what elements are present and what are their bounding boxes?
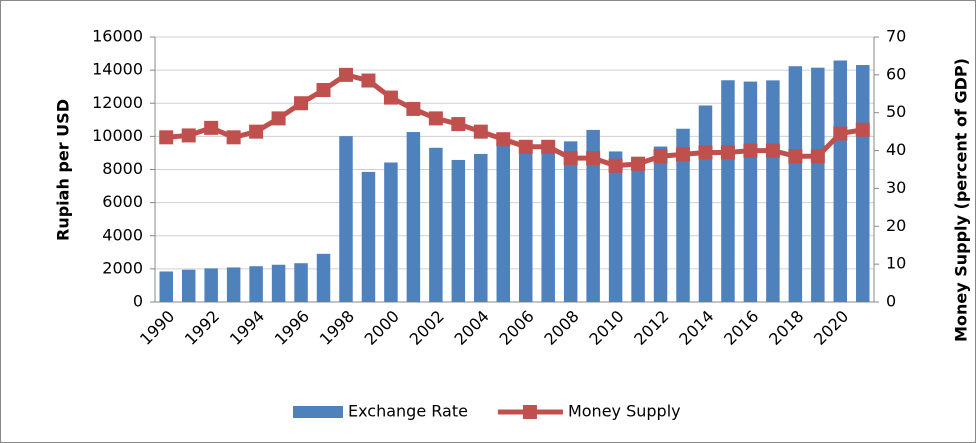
bar bbox=[316, 253, 331, 302]
legend-label: Exchange Rate bbox=[348, 402, 468, 421]
y2-tick-label: 70 bbox=[886, 27, 906, 46]
y2-tick-label: 40 bbox=[886, 140, 906, 159]
bar bbox=[766, 80, 780, 302]
y-tick-label: 14000 bbox=[92, 60, 143, 79]
line-marker bbox=[586, 151, 601, 166]
line-marker bbox=[428, 111, 443, 126]
line-marker bbox=[608, 158, 623, 173]
bar bbox=[721, 80, 735, 302]
legend-label: Money Supply bbox=[568, 402, 681, 421]
line-marker bbox=[631, 156, 646, 171]
line-marker bbox=[743, 143, 758, 158]
bar bbox=[631, 156, 645, 302]
bar bbox=[384, 162, 398, 302]
y-tick-label: 10000 bbox=[92, 126, 143, 145]
line-marker bbox=[518, 139, 533, 154]
line-marker bbox=[383, 90, 398, 105]
bar bbox=[339, 136, 353, 302]
y2-axis-title: Money Supply (percent of GDP) bbox=[952, 58, 971, 342]
y-tick-label: 12000 bbox=[92, 93, 143, 112]
line-marker bbox=[204, 120, 219, 135]
line-marker bbox=[653, 149, 668, 164]
legend-swatch bbox=[522, 405, 537, 419]
bar bbox=[541, 150, 555, 302]
bar bbox=[811, 67, 825, 302]
y2-tick-label: 0 bbox=[886, 292, 896, 311]
line-marker bbox=[338, 67, 353, 82]
y2-tick-label: 60 bbox=[886, 64, 906, 83]
y-axis-title: Rupiah per USD bbox=[54, 99, 73, 241]
bar bbox=[608, 151, 623, 302]
bar bbox=[586, 129, 600, 302]
bar bbox=[406, 132, 421, 302]
y2-tick-label: 50 bbox=[886, 102, 906, 121]
bar bbox=[653, 146, 668, 302]
bar bbox=[249, 266, 263, 302]
line-marker bbox=[473, 124, 488, 139]
line-marker bbox=[181, 128, 196, 143]
bar bbox=[563, 141, 578, 302]
line-marker bbox=[451, 117, 466, 132]
line-marker bbox=[271, 111, 286, 126]
bar bbox=[429, 147, 443, 302]
bar bbox=[856, 65, 870, 303]
bar bbox=[159, 271, 173, 302]
bar bbox=[518, 150, 533, 302]
y-tick-label: 0 bbox=[133, 292, 143, 311]
y2-tick-label: 30 bbox=[886, 178, 906, 197]
y-tick-label: 4000 bbox=[102, 225, 143, 244]
line-marker bbox=[833, 126, 848, 141]
bar bbox=[833, 60, 848, 302]
bar bbox=[271, 264, 286, 302]
line-marker bbox=[676, 147, 691, 162]
bar bbox=[743, 81, 758, 303]
bar bbox=[294, 263, 308, 302]
line-marker bbox=[159, 130, 174, 145]
bar bbox=[181, 269, 196, 302]
bar bbox=[361, 171, 376, 302]
line-marker bbox=[765, 143, 780, 158]
line-marker bbox=[316, 83, 331, 97]
y-tick-label: 2000 bbox=[102, 258, 143, 277]
line-marker bbox=[226, 130, 241, 145]
line-marker bbox=[406, 101, 421, 116]
y-tick-label: 16000 bbox=[92, 27, 143, 46]
bar bbox=[474, 153, 488, 302]
line-marker bbox=[541, 139, 556, 154]
line-marker bbox=[361, 73, 376, 88]
bar bbox=[226, 267, 241, 302]
legend-swatch bbox=[293, 406, 343, 418]
line-marker bbox=[698, 145, 713, 160]
line-marker bbox=[249, 124, 264, 139]
line-marker bbox=[563, 151, 578, 166]
line-marker bbox=[720, 145, 735, 160]
line-marker bbox=[788, 149, 803, 164]
y-tick-label: 6000 bbox=[102, 192, 143, 211]
bar bbox=[451, 159, 466, 302]
y2-tick-label: 20 bbox=[886, 216, 906, 235]
line-marker bbox=[855, 122, 870, 137]
bar bbox=[204, 268, 218, 302]
line-marker bbox=[810, 149, 825, 164]
y2-tick-label: 10 bbox=[886, 254, 906, 273]
line-marker bbox=[294, 96, 309, 111]
bar bbox=[788, 66, 803, 303]
line-marker bbox=[496, 132, 511, 147]
bar bbox=[496, 141, 511, 302]
bar bbox=[676, 128, 690, 302]
y-tick-label: 8000 bbox=[102, 159, 143, 178]
bar bbox=[698, 105, 713, 303]
